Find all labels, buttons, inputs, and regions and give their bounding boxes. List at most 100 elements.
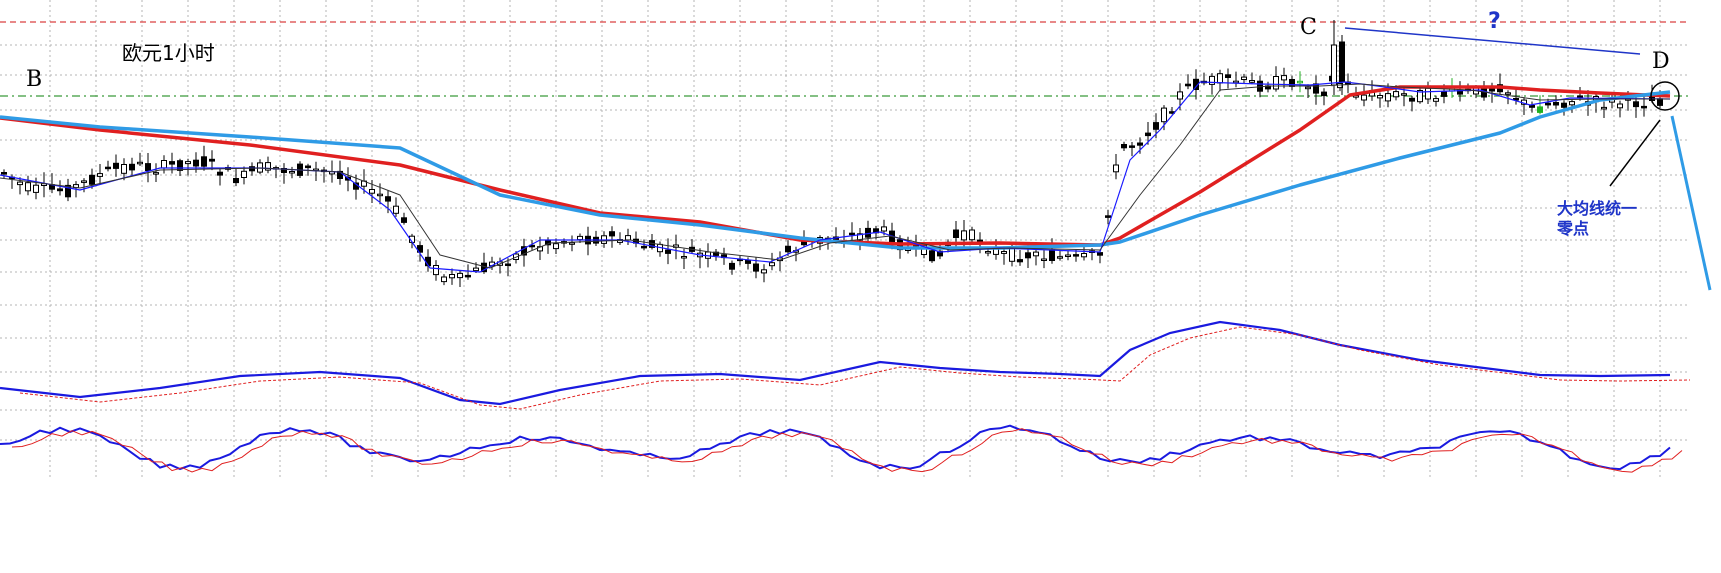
candle-body	[17, 181, 23, 186]
candle-body	[233, 178, 239, 184]
candle-body	[441, 276, 447, 283]
candle-body	[129, 163, 135, 171]
candle-body	[1377, 95, 1383, 99]
candle-body	[401, 217, 407, 223]
candle-body	[729, 262, 735, 270]
candle-body	[1401, 93, 1407, 96]
candle-body	[433, 265, 439, 276]
candle-body	[1129, 145, 1135, 148]
candle-body	[1641, 105, 1647, 109]
question-mark: ?	[1488, 9, 1501, 34]
candle-body	[81, 180, 87, 183]
candle-body	[505, 263, 511, 266]
candle-body	[1217, 73, 1223, 84]
candle-body	[1633, 101, 1639, 108]
candle-body	[385, 196, 391, 202]
candle-body	[521, 246, 527, 256]
candle-body	[1065, 254, 1071, 257]
candle-body	[849, 232, 855, 236]
candle-body	[1529, 105, 1535, 108]
candle-body	[761, 269, 767, 274]
oscillator-2-main	[0, 424, 1671, 471]
candle-body	[1105, 215, 1111, 218]
candle-body	[857, 233, 863, 241]
candle-body	[881, 226, 887, 232]
ma-slow-line	[0, 83, 1670, 269]
candle-body	[1385, 93, 1391, 102]
candle-body	[1, 172, 7, 175]
candle-body	[745, 259, 751, 264]
oscillator-1-main	[0, 320, 1671, 406]
candle-body	[1225, 74, 1231, 79]
candle-body	[1393, 91, 1399, 98]
candle-body	[929, 250, 935, 262]
annotation-arrow	[1609, 119, 1661, 187]
candle-body	[1553, 102, 1559, 106]
candle-body	[25, 182, 31, 192]
label-d: D	[1652, 49, 1670, 74]
candle-body	[113, 162, 119, 169]
candle-body	[1137, 142, 1143, 146]
candle-body	[1273, 76, 1279, 90]
candle-body	[641, 245, 647, 249]
candle-body	[1537, 106, 1543, 113]
candle-body	[377, 193, 383, 197]
candle-body	[1121, 144, 1127, 149]
candle-body	[1081, 253, 1087, 258]
candle-body	[609, 231, 615, 237]
candle-body	[1281, 75, 1287, 81]
candle-body	[1249, 80, 1255, 83]
candle-body	[569, 242, 575, 245]
candle-body	[1009, 247, 1015, 262]
candle-body	[1233, 80, 1239, 84]
circle-marker-d	[1650, 81, 1680, 111]
candle-body	[57, 188, 63, 192]
candle-body	[1057, 256, 1063, 259]
candle-body	[1097, 252, 1103, 256]
candle-body	[681, 256, 687, 259]
oscillator-1-signal	[19, 326, 1691, 410]
candle-body	[241, 170, 247, 179]
candle-body	[1073, 254, 1079, 257]
candle-body	[145, 163, 151, 172]
candle-body	[769, 262, 775, 267]
candle-body	[1657, 98, 1663, 106]
candle-body	[169, 161, 175, 165]
candle-body	[1209, 75, 1215, 85]
candle-body	[665, 249, 671, 254]
candle-body	[1425, 87, 1431, 100]
candle-body	[1153, 122, 1159, 130]
candle-body	[953, 229, 959, 238]
candle-body	[1601, 106, 1607, 110]
candle-body	[1561, 102, 1567, 108]
candle-body	[1433, 98, 1439, 102]
trendline-c-to-d	[1344, 27, 1641, 55]
candle-body	[465, 274, 471, 278]
candle-body	[1505, 92, 1511, 95]
candle-body	[1185, 83, 1191, 87]
candle-body	[1025, 252, 1031, 259]
candle-body	[65, 184, 71, 198]
candle-body	[1313, 83, 1319, 94]
candle-body	[1339, 41, 1345, 83]
candle-body	[33, 184, 39, 193]
horizontal-levels	[0, 21, 1690, 97]
candle-body	[89, 174, 95, 185]
candle-body	[969, 229, 975, 241]
label-c: C	[1300, 15, 1317, 40]
candle-body	[449, 274, 455, 279]
candle-body	[121, 164, 127, 174]
candle-body	[185, 161, 191, 165]
candle-body	[153, 172, 159, 175]
candle-body	[393, 205, 399, 214]
candle-body	[209, 158, 215, 162]
candle-body	[473, 267, 479, 272]
moving-averages	[0, 81, 1671, 273]
candle-body	[753, 263, 759, 272]
candle-body	[289, 171, 295, 174]
candle-body	[1289, 79, 1295, 87]
candle-body	[105, 166, 111, 170]
chart-grid	[0, 0, 1690, 480]
candle-body	[265, 162, 271, 171]
candle-body	[1577, 95, 1583, 99]
